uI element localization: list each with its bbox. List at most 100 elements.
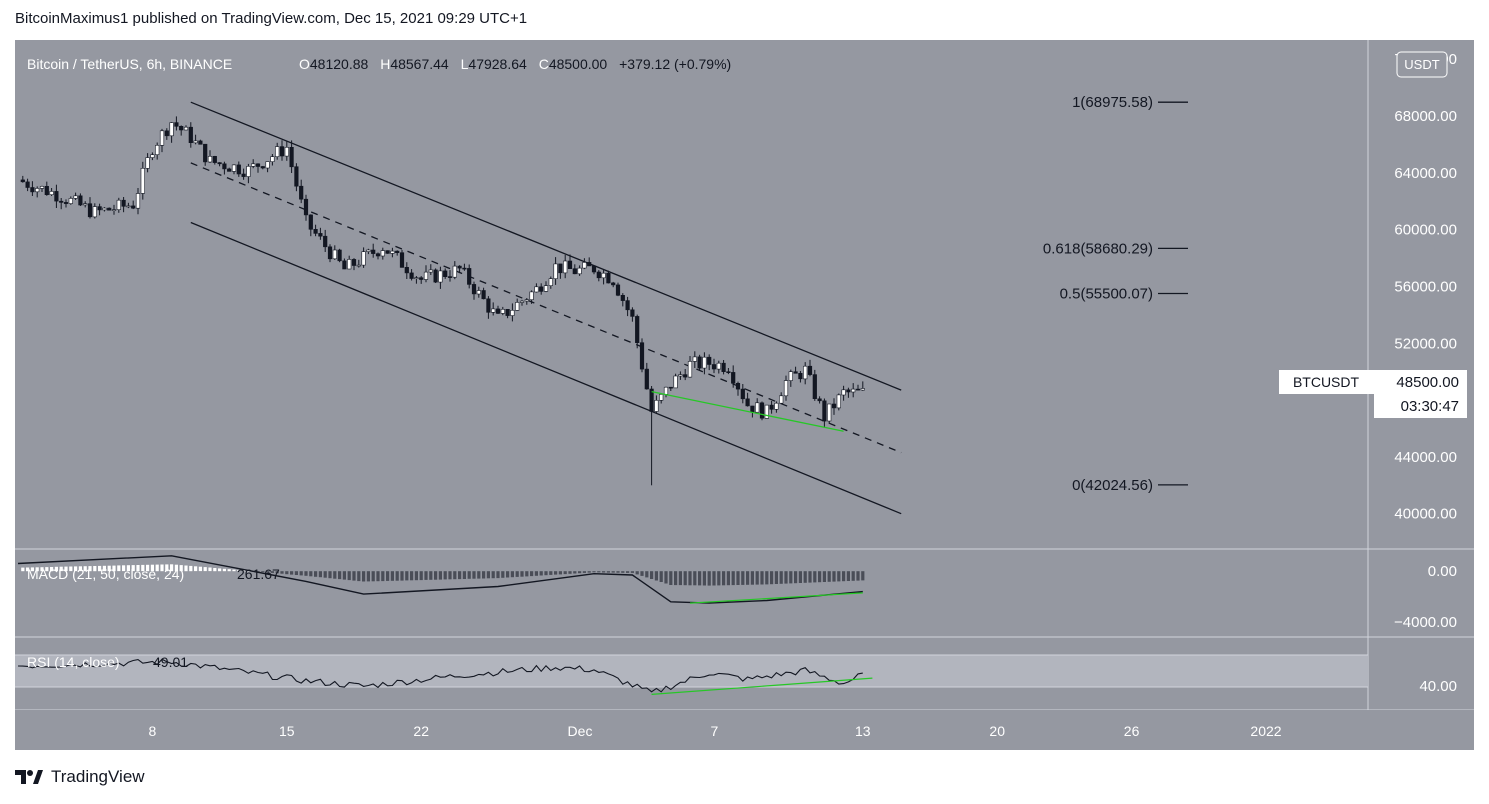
symbol-badge[interactable] — [1279, 370, 1374, 394]
macd-histogram-bar — [26, 567, 30, 572]
macd-histogram-bar — [491, 571, 495, 579]
candle-up — [251, 163, 256, 167]
macd-histogram-bar — [525, 571, 529, 577]
channel-upper-line — [190, 101, 902, 391]
candle-down — [131, 205, 136, 209]
candle-down — [793, 371, 798, 374]
candle-up — [515, 302, 520, 311]
candle-up — [779, 395, 784, 404]
macd-histogram-bar — [203, 567, 207, 572]
macd-histogram-bar — [21, 567, 25, 572]
price-tick-label: 52000.00 — [1394, 335, 1457, 352]
candle-down — [462, 267, 467, 270]
candle-up — [491, 308, 496, 313]
price-tick-label: 64000.00 — [1394, 165, 1457, 182]
macd-histogram-bar — [213, 568, 217, 572]
candle-down — [255, 163, 261, 167]
candle-down — [697, 356, 702, 369]
macd-histogram-bar — [760, 571, 764, 585]
macd-histogram-bar — [717, 571, 721, 586]
candle-up — [183, 126, 189, 131]
fib-levels[interactable]: 1(68975.58) 0.618(58680.29) 0.5(55500.07) 0… — [1043, 94, 1188, 494]
macd-histogram-bar — [232, 569, 236, 572]
macd-histogram-bar — [789, 571, 793, 584]
candle-up — [687, 361, 693, 378]
macd-histogram-bar — [616, 571, 620, 573]
candle-down — [615, 284, 621, 296]
macd-histogram-bar — [736, 571, 740, 585]
candle-up — [126, 205, 131, 208]
macd-histogram-bar — [261, 571, 265, 573]
macd-histogram-bar — [165, 564, 169, 572]
macd-histogram-bar — [136, 565, 140, 572]
candle-up — [678, 374, 683, 377]
candle-down — [260, 166, 265, 169]
macd-histogram-bar — [376, 571, 380, 582]
macd-histogram-bar — [160, 564, 164, 572]
macd-histogram-bar — [237, 570, 241, 572]
candle-down — [596, 271, 601, 279]
macd-histogram-bar — [477, 571, 481, 579]
descending-channel[interactable] — [190, 101, 902, 515]
candle-up — [380, 250, 385, 257]
macd-histogram-bar — [117, 565, 121, 572]
price-chart-svg[interactable]: 1(68975.58) 0.618(58680.29) 0.5(55500.07) 0… — [15, 40, 1474, 750]
macd-histogram-bar — [131, 565, 135, 572]
candle-down — [236, 164, 241, 175]
footer-brand[interactable]: TradingView — [15, 767, 145, 787]
candle-down — [409, 272, 414, 279]
macd-histogram-bar — [54, 566, 58, 572]
currency-box[interactable] — [1396, 51, 1448, 78]
macd-histogram-bar — [30, 567, 34, 572]
candle-up — [102, 207, 107, 211]
macd-histogram-bar — [597, 571, 601, 573]
fib-level-label: 0.5(55500.07) — [1060, 286, 1153, 303]
macd-histogram-bar — [731, 571, 735, 586]
candle-down — [620, 295, 625, 301]
candle-down — [241, 173, 246, 177]
price-badge-countdown: 03:30:47 — [1401, 398, 1459, 415]
candle-down — [471, 284, 477, 295]
macd-line — [17, 555, 863, 604]
macd-histogram-bar — [554, 571, 558, 575]
candle-down — [846, 389, 851, 393]
candle-down — [188, 126, 193, 143]
macd-histogram-bar — [174, 564, 178, 572]
candle-down — [164, 130, 169, 137]
candle-up — [510, 309, 515, 316]
macd-histogram-bar — [549, 571, 553, 575]
macd-histogram-bar — [582, 571, 586, 573]
candle-down — [385, 250, 390, 254]
macd-histogram-bar — [842, 571, 846, 582]
macd-histogram-bar — [386, 571, 390, 581]
candle-down — [399, 252, 405, 268]
support-line[interactable] — [651, 390, 844, 432]
candle-down — [433, 269, 438, 283]
candle-down — [467, 268, 472, 285]
macd-histogram-bar — [424, 571, 428, 580]
candle-up — [265, 161, 270, 169]
macd-histogram-bar — [645, 571, 649, 578]
price-badge[interactable] — [1374, 370, 1467, 418]
candle-down — [217, 162, 222, 165]
macd-histogram-bar — [314, 571, 318, 577]
chart-area[interactable]: 1(68975.58) 0.618(58680.29) 0.5(55500.07) 0… — [15, 40, 1474, 750]
macd-histogram-bar — [189, 565, 193, 572]
macd-histogram-bar — [126, 565, 130, 572]
macd-histogram-bar — [846, 571, 850, 581]
macd-histogram-bar — [429, 571, 433, 580]
macd-histogram-bar — [69, 566, 73, 572]
candle-up — [356, 264, 361, 267]
price-tick-label: 60000.00 — [1394, 222, 1457, 239]
candle-down — [371, 249, 376, 254]
rsi-tick-label: 40.00 — [1419, 678, 1457, 695]
candle-down — [567, 260, 573, 269]
candle-down — [812, 374, 817, 400]
macd-histogram-bar — [410, 571, 414, 581]
macd-histogram-bar — [458, 571, 462, 580]
candle-up — [654, 399, 659, 412]
macd-histogram-bar — [194, 566, 198, 572]
macd-histogram-bar — [770, 571, 774, 585]
candle-up — [169, 122, 174, 137]
candle-down — [721, 362, 726, 373]
